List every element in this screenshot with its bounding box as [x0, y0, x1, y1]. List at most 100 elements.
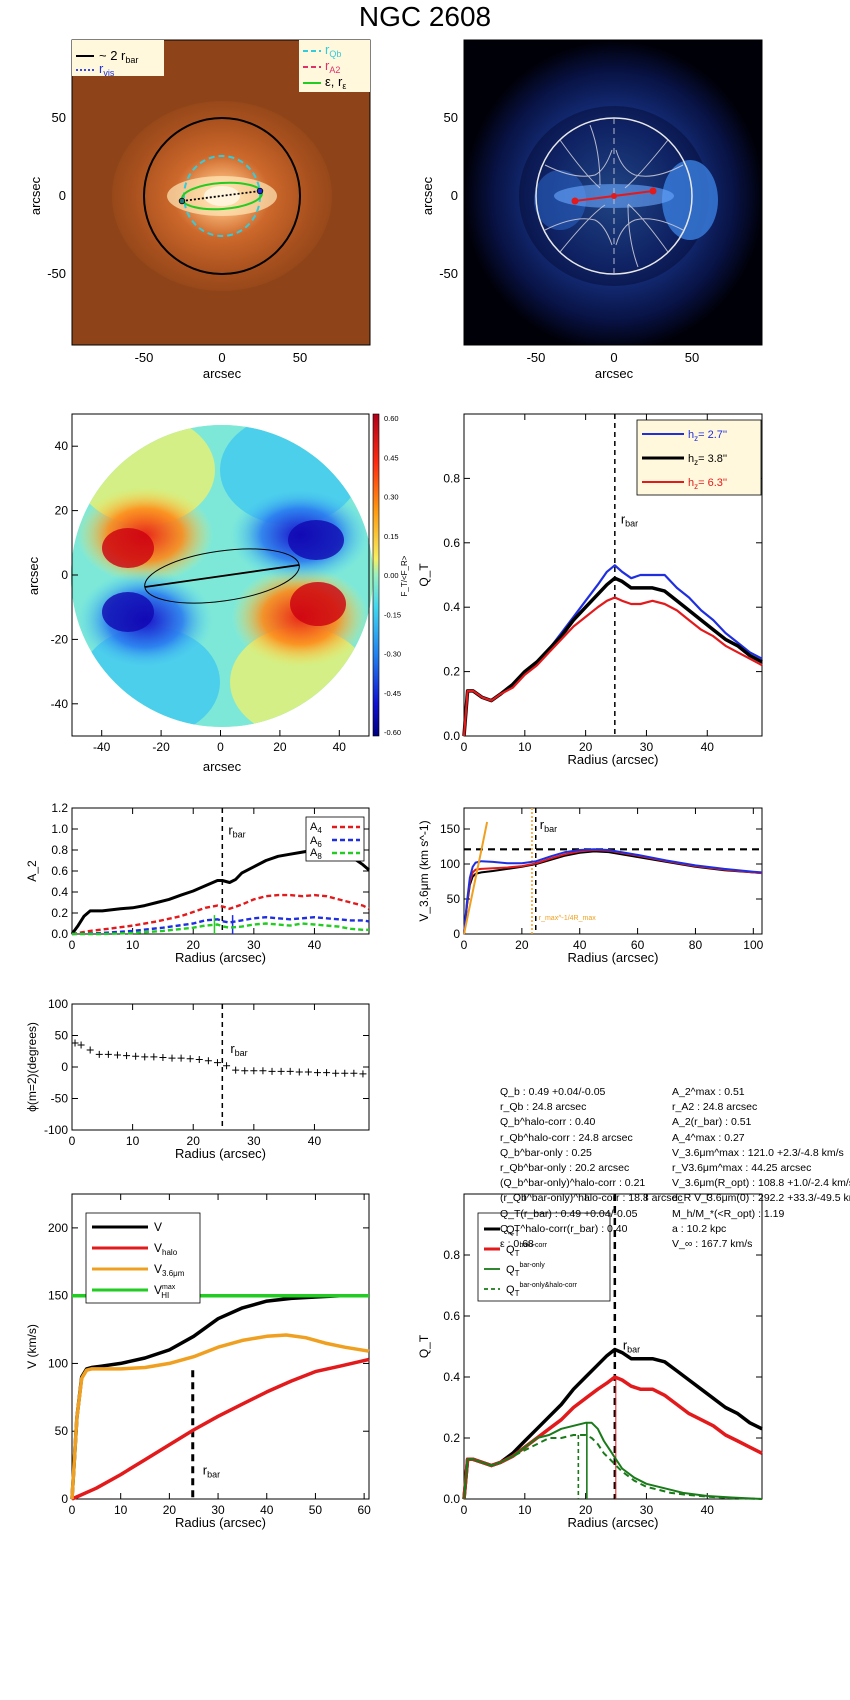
y-tick-label: 0.2: [443, 665, 460, 679]
stat-mh-ms: M_h/M_*(<R_opt) : 1.19: [672, 1207, 785, 1220]
y-tick-label: 0.6: [443, 1309, 460, 1323]
series-line: [462, 596, 763, 737]
phase-point: [241, 1067, 249, 1075]
colorbar-tick-label: -0.45: [384, 689, 401, 698]
phase-point: [323, 1069, 331, 1077]
x-tick-label: 0: [217, 740, 224, 754]
svg-text:A6: A6: [310, 835, 322, 849]
y-axis-label: V (km/s): [25, 1324, 39, 1369]
rotation-curve-chart: 0 10 20 30 40 50 60 0 50 100 150 200 Radius (arcsec)…: [25, 1193, 371, 1530]
rbar-label: rbar: [623, 1338, 640, 1355]
stat-qb-bar-halo: (Q_b^bar-only)^halo-corr : 0.21: [500, 1177, 646, 1190]
stat-qb: Q_b : 0.49 +0.04/-0.05: [500, 1086, 606, 1098]
velocity-chart: 0 20 40 60 80 100 0 50 100 150 Radius (arcsec) V_3.…: [417, 807, 764, 965]
legend-rvis: rvis: [99, 61, 115, 78]
phase-point: [150, 1053, 158, 1061]
y-tick-label: 100: [440, 857, 460, 871]
y-axis-label: Q_T: [417, 1334, 431, 1358]
x-tick-label: 50: [309, 1503, 323, 1517]
x-tick-label: 40: [333, 740, 347, 754]
rqb-ellipse: [183, 155, 261, 237]
series-line: [463, 1434, 763, 1500]
stat-ra2: r_A2 : 24.8 arcsec: [672, 1101, 758, 1114]
x-tick-label: 10: [126, 1134, 140, 1148]
x-axis-label: Radius (arcsec): [175, 1146, 266, 1161]
x-tick-label: 0: [69, 1503, 76, 1517]
rbar-label: rbar: [203, 1463, 220, 1480]
qt-hz-legend: hz= 2.7'' hz= 3.8'' hz= 6.3'': [636, 419, 762, 496]
y-tick-label: 0.4: [51, 885, 68, 899]
y-tick-label: 50: [447, 892, 461, 906]
y-tick-label: 0: [61, 1060, 68, 1074]
phase-point: [350, 1069, 358, 1077]
plot-frame: [71, 1003, 370, 1131]
x-tick-label: 60: [357, 1503, 371, 1517]
y-axis-label: ϕ(m=2)(degrees): [25, 1022, 39, 1112]
phase-point: [332, 1069, 340, 1077]
phase-point: [104, 1050, 112, 1058]
x-tick-label: 0: [69, 1134, 76, 1148]
svg-text:QT: QT: [506, 1224, 520, 1238]
legend-eps: ε, rε: [325, 74, 346, 91]
phase-point: [113, 1051, 121, 1059]
x-tick-label: 20: [515, 938, 529, 952]
stat-a2max: A_2^max : 0.51: [672, 1086, 745, 1098]
x-tick-label: 80: [689, 938, 703, 952]
colorbar-tick-label: 0.30: [384, 493, 399, 502]
x-tick-label: 100: [743, 938, 763, 952]
y-tick-label: 0: [453, 927, 460, 941]
x-tick-label: 30: [640, 740, 654, 754]
svg-text:hz= 3.8'': hz= 3.8'': [688, 453, 727, 467]
phase-point: [71, 1039, 79, 1047]
series-line: [463, 848, 763, 935]
phase-point: [141, 1053, 149, 1061]
y-tick-label: 0: [61, 568, 68, 582]
y-tick-label: 0: [61, 1492, 68, 1506]
x-axis-label: Radius (arcsec): [567, 752, 658, 767]
y-tick-label: 1.0: [51, 822, 68, 836]
svg-text:QTbar-only&halo-corr: QTbar-only&halo-corr: [506, 1282, 578, 1298]
x-tick-label: 0: [461, 740, 468, 754]
y-tick-label: 200: [48, 1221, 68, 1235]
x-tick: 50: [685, 350, 699, 365]
x-tick-label: 10: [518, 740, 532, 754]
y-tick-label: 50: [55, 1424, 69, 1438]
phase-point: [286, 1067, 294, 1075]
rbar-label: rbar: [228, 822, 245, 839]
x-tick: 0: [610, 350, 617, 365]
phase-point: [341, 1069, 349, 1077]
galaxy-image-panel: ~ 2 rbar rvis rQb rA2 ε, rε arcsec arcse…: [28, 39, 371, 381]
series-line: [71, 1357, 370, 1501]
x-axis-label: arcsec: [203, 759, 242, 774]
phase-point: [277, 1067, 285, 1075]
y-tick-label: 0.0: [443, 1492, 460, 1506]
y-tick-label: 20: [55, 504, 69, 518]
y-tick-label: 0.0: [51, 927, 68, 941]
x-tick-label: 10: [126, 938, 140, 952]
y-axis-label: arcsec: [420, 176, 435, 215]
phase-point: [204, 1057, 212, 1065]
x-axis-label: Radius (arcsec): [175, 1515, 266, 1530]
y-axis-label: A_2: [25, 860, 39, 882]
qt-hz-chart: 0 10 20 30 40 0.0 0.2 0.4 0.6 0.8 Radius (arcsec) Q…: [417, 413, 763, 767]
stat-rvmax: r_V3.6μm^max : 44.25 arcsec: [672, 1161, 812, 1174]
series-line: [72, 922, 369, 936]
series-line: [70, 1333, 370, 1500]
qt-corrected-legend: QT QThalo-corr QTbar-only QTbar-only&hal…: [477, 1212, 611, 1302]
y-tick-label: 50: [55, 1029, 69, 1043]
svg-text:hz= 2.7'': hz= 2.7'': [688, 429, 727, 443]
contours: [544, 118, 684, 274]
phase-point: [159, 1054, 167, 1062]
y-tick-label: 100: [48, 1356, 68, 1370]
colorbar-tick-label: -0.60: [384, 728, 401, 737]
x-tick-label: 30: [640, 1503, 654, 1517]
phase-chart: 0 10 20 30 40 100 50 0 -50 -100 Radius (arcsec) ϕ(m…: [25, 997, 370, 1161]
stat-vinf: V_∞ : 167.7 km/s: [672, 1237, 753, 1250]
phase-point: [86, 1046, 94, 1054]
phase-point: [195, 1055, 203, 1063]
bar-ellipse: [144, 548, 300, 604]
colorbar-label: F_T/<F_R>: [400, 555, 409, 596]
plot-frame: [71, 1193, 370, 1500]
y-tick: 0: [451, 188, 458, 203]
svg-text:QThalo-corr: QThalo-corr: [506, 1242, 548, 1258]
